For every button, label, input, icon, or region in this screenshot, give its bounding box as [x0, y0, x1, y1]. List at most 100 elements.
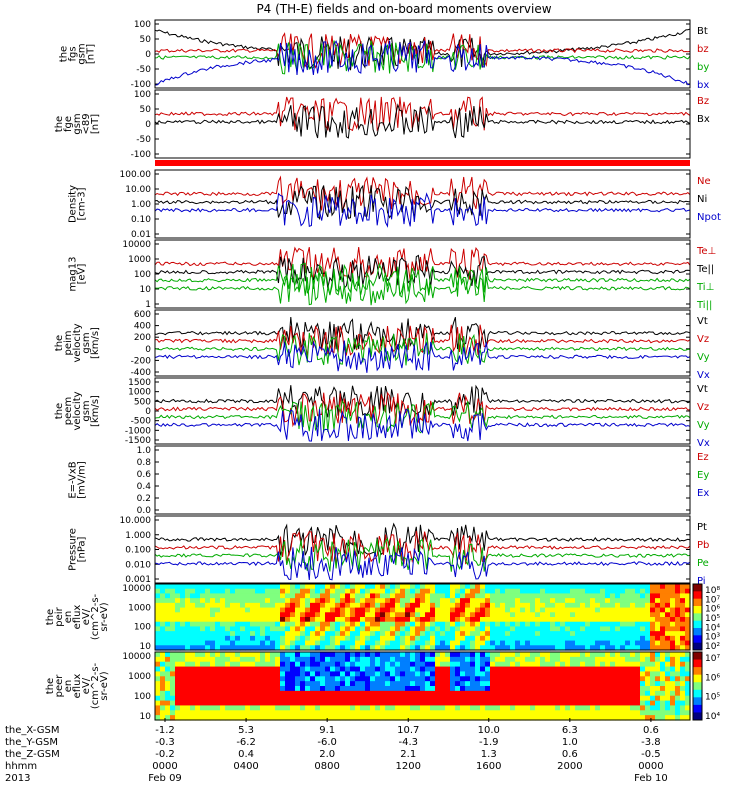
spectrogram-cell [415, 695, 421, 702]
spectrogram-cell [645, 676, 651, 682]
spectrogram-cell [630, 715, 636, 721]
spectrogram-cell [195, 686, 201, 692]
spectrogram-cell [480, 626, 486, 632]
spectrogram-cell [490, 700, 496, 707]
spectrogram-cell [685, 681, 691, 687]
spectrogram-cell [220, 690, 226, 697]
spectrogram-cell [170, 710, 176, 716]
x-row-label: the_X-GSM [5, 725, 59, 736]
spectrogram-cell [335, 681, 341, 687]
spectrogram-cell [175, 676, 181, 682]
spectrogram-cell [595, 710, 601, 716]
spectrogram-cell [235, 690, 241, 697]
spectrogram-cell [515, 695, 521, 702]
spectrogram-cell [255, 617, 261, 623]
spectrogram-cell [200, 593, 206, 599]
spectrogram-cell [475, 652, 481, 658]
spectrogram-cell [650, 681, 656, 687]
spectrogram-cell [260, 695, 266, 702]
spectrogram-cell [320, 584, 326, 590]
spectrogram-cell [620, 588, 626, 595]
spectrogram-cell [360, 690, 366, 697]
spectrogram-cell [495, 626, 501, 632]
spectrogram-cell [560, 602, 566, 609]
colorbar-label: 10⁴ [705, 623, 720, 633]
spectrogram-cell [630, 671, 636, 677]
spectrogram-cell [200, 607, 206, 613]
spectrogram-cell [520, 584, 526, 590]
spectrogram-cell [270, 656, 276, 663]
series-line [154, 530, 691, 565]
spectrogram-cell [340, 626, 346, 632]
spectrogram-cell [670, 640, 676, 646]
spectrogram-cell [500, 621, 506, 628]
spectrogram-cell [675, 645, 681, 651]
spectrogram-cell [335, 621, 341, 628]
spectrogram-cell [645, 715, 651, 721]
spectrogram-cell [490, 705, 496, 711]
spectrogram-cell [305, 666, 311, 673]
spectrogram-cell [635, 645, 641, 651]
spectrogram-cell [230, 626, 236, 632]
spectrogram-cell [555, 652, 561, 658]
y-axis-label: the [59, 46, 70, 62]
spectrogram-cell [615, 607, 621, 613]
spectrogram-cell [585, 626, 591, 632]
y-axis-label: the [54, 403, 65, 419]
spectrogram-cell [170, 661, 176, 668]
spectrogram-cell [270, 652, 276, 658]
spectrogram-cell [280, 710, 286, 716]
spectrogram-cell [325, 612, 331, 618]
spectrogram-cell [335, 640, 341, 646]
spectrogram-cell [225, 602, 231, 609]
spectrogram-cell [220, 621, 226, 628]
spectrogram-cell [315, 584, 321, 590]
spectrogram-cell [530, 656, 536, 663]
spectrogram-cell [160, 593, 166, 599]
spectrogram-cell [395, 656, 401, 663]
spectrogram-cell [230, 584, 236, 590]
spectrogram-cell [345, 656, 351, 663]
spectrogram-cell [430, 631, 436, 637]
spectrogram-cell [575, 640, 581, 646]
spectrogram-cell [380, 666, 386, 673]
spectrogram-cell [410, 715, 416, 721]
y-tick-label: -400 [131, 368, 152, 378]
spectrogram-cell [210, 617, 216, 623]
spectrogram-cell [525, 631, 531, 637]
spectrogram-cell [290, 700, 296, 707]
spectrogram-cell [550, 656, 556, 663]
spectrogram-cell [350, 626, 356, 632]
spectrogram-cell [600, 686, 606, 692]
panel-frame [154, 19, 691, 89]
spectrogram-cell [515, 631, 521, 637]
spectrogram-cell [510, 666, 516, 673]
spectrogram-cell [390, 695, 396, 702]
spectrogram-cell [280, 700, 286, 707]
legend-entry: Ex [697, 488, 709, 499]
spectrogram-cell [560, 631, 566, 637]
spectrogram-cell [285, 621, 291, 628]
spectrogram-cell [330, 617, 336, 623]
panel-frame [154, 89, 691, 159]
spectrogram-cell [235, 588, 241, 595]
spectrogram-cell [180, 652, 186, 658]
spectrogram-cell [280, 607, 286, 613]
spectrogram-cell [515, 700, 521, 707]
y-tick-label: 1500 [128, 378, 151, 388]
spectrogram-cell [270, 681, 276, 687]
spectrogram-cell [170, 631, 176, 637]
spectrogram-cell [260, 700, 266, 707]
spectrogram-cell [365, 631, 371, 637]
spectrogram-cell [630, 621, 636, 628]
spectrogram-cell [510, 695, 516, 702]
spectrogram-cell [170, 598, 176, 604]
spectrogram-cell [155, 602, 161, 609]
spectrogram-cell [270, 617, 276, 623]
legend-entry: Pi [697, 576, 706, 587]
spectrogram-cell [460, 681, 466, 687]
spectrogram-cell [520, 700, 526, 707]
spectrogram-cell [205, 695, 211, 702]
spectrogram-cell [515, 652, 521, 658]
spectrogram-cell [250, 593, 256, 599]
